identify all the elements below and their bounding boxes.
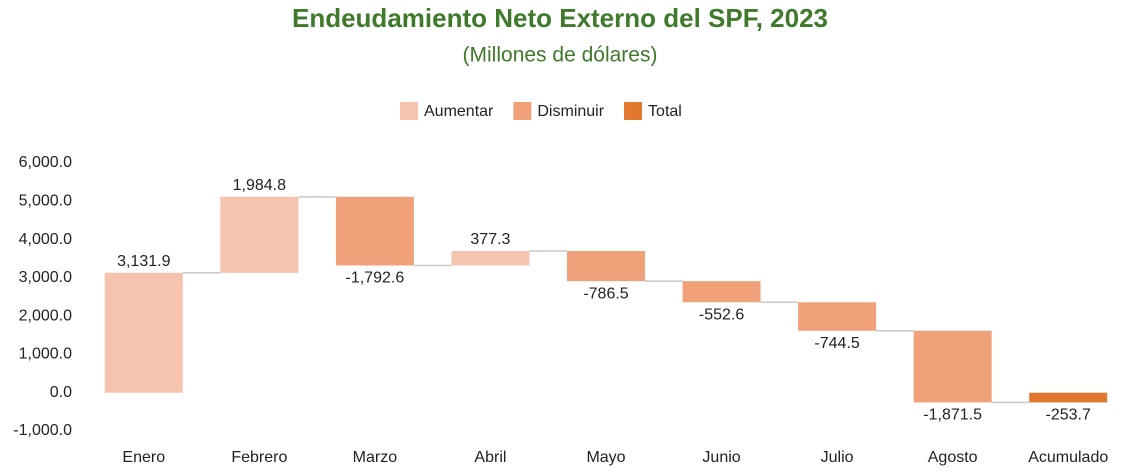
bar	[104, 272, 183, 393]
bar	[567, 251, 645, 282]
y-tick-label: 2,000.0	[19, 307, 72, 324]
y-tick-label: 5,000.0	[19, 193, 72, 210]
bar	[335, 196, 414, 266]
legend-swatch	[513, 102, 532, 120]
chart-title: Endeudamiento Neto Externo del SPF, 2023	[292, 3, 828, 33]
data-label: -786.5	[583, 285, 628, 302]
bar	[451, 251, 530, 266]
legend-swatch	[624, 102, 643, 120]
y-tick-label: 0.0	[50, 384, 72, 401]
data-label: 3,131.9	[117, 253, 170, 270]
bar	[798, 302, 877, 331]
data-label: -552.6	[699, 306, 744, 323]
legend-label: Aumentar	[424, 103, 494, 120]
data-label: 377.3	[470, 231, 510, 248]
bar	[682, 281, 761, 303]
bar	[1029, 392, 1108, 403]
bar	[220, 196, 299, 273]
bar	[913, 330, 992, 403]
x-tick-label: Julio	[821, 449, 854, 466]
x-tick-label: Acumulado	[1028, 449, 1108, 466]
x-tick-label: Febrero	[231, 449, 287, 466]
x-tick-label: Abril	[474, 449, 506, 466]
legend-label: Total	[648, 103, 682, 120]
x-tick-label: Agosto	[928, 449, 978, 466]
y-tick-label: 3,000.0	[19, 269, 72, 286]
x-tick-label: Enero	[122, 449, 165, 466]
y-tick-label: -1,000.0	[13, 422, 72, 439]
x-tick-label: Marzo	[353, 449, 398, 466]
legend-swatch	[400, 102, 418, 120]
y-tick-label: 6,000.0	[19, 154, 72, 171]
chart-subtitle: (Millones de dólares)	[463, 44, 658, 67]
y-tick-label: 4,000.0	[19, 231, 72, 248]
data-label: -1,792.6	[346, 270, 405, 287]
x-tick-label: Junio	[702, 449, 740, 466]
data-label: -1,871.5	[923, 407, 982, 424]
data-label: 1,984.8	[233, 177, 286, 194]
legend-label: Disminuir	[537, 103, 604, 120]
y-tick-label: 1,000.0	[19, 346, 72, 363]
data-label: -253.7	[1046, 407, 1091, 424]
x-tick-label: Mayo	[586, 449, 625, 466]
data-label: -744.5	[814, 335, 859, 352]
